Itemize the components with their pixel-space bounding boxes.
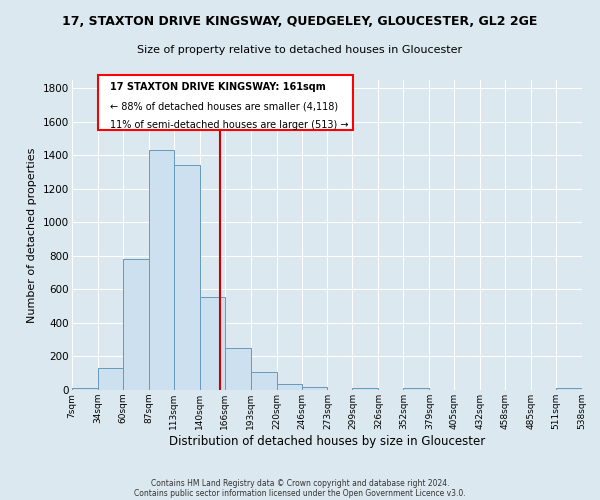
Text: 17, STAXTON DRIVE KINGSWAY, QUEDGELEY, GLOUCESTER, GL2 2GE: 17, STAXTON DRIVE KINGSWAY, QUEDGELEY, G… — [62, 15, 538, 28]
Bar — [277, 384, 302, 390]
Bar — [174, 166, 200, 390]
Bar — [251, 372, 277, 390]
X-axis label: Distribution of detached houses by size in Gloucester: Distribution of detached houses by size … — [169, 434, 485, 448]
Bar — [123, 260, 149, 390]
Text: Contains public sector information licensed under the Open Government Licence v3: Contains public sector information licen… — [134, 488, 466, 498]
Bar — [200, 297, 225, 390]
Y-axis label: Number of detached properties: Number of detached properties — [28, 148, 37, 322]
Bar — [352, 388, 379, 390]
Bar — [98, 368, 123, 390]
Bar — [556, 388, 582, 390]
Text: Size of property relative to detached houses in Gloucester: Size of property relative to detached ho… — [137, 45, 463, 55]
Bar — [403, 388, 429, 390]
Text: 17 STAXTON DRIVE KINGSWAY: 161sqm: 17 STAXTON DRIVE KINGSWAY: 161sqm — [110, 82, 326, 92]
Bar — [302, 386, 328, 390]
FancyBboxPatch shape — [97, 76, 353, 130]
Text: 11% of semi-detached houses are larger (513) →: 11% of semi-detached houses are larger (… — [110, 120, 349, 130]
Text: Contains HM Land Registry data © Crown copyright and database right 2024.: Contains HM Land Registry data © Crown c… — [151, 478, 449, 488]
Bar — [149, 150, 174, 390]
Bar — [225, 348, 251, 390]
Bar — [72, 388, 98, 390]
Text: ← 88% of detached houses are smaller (4,118): ← 88% of detached houses are smaller (4,… — [110, 102, 338, 112]
